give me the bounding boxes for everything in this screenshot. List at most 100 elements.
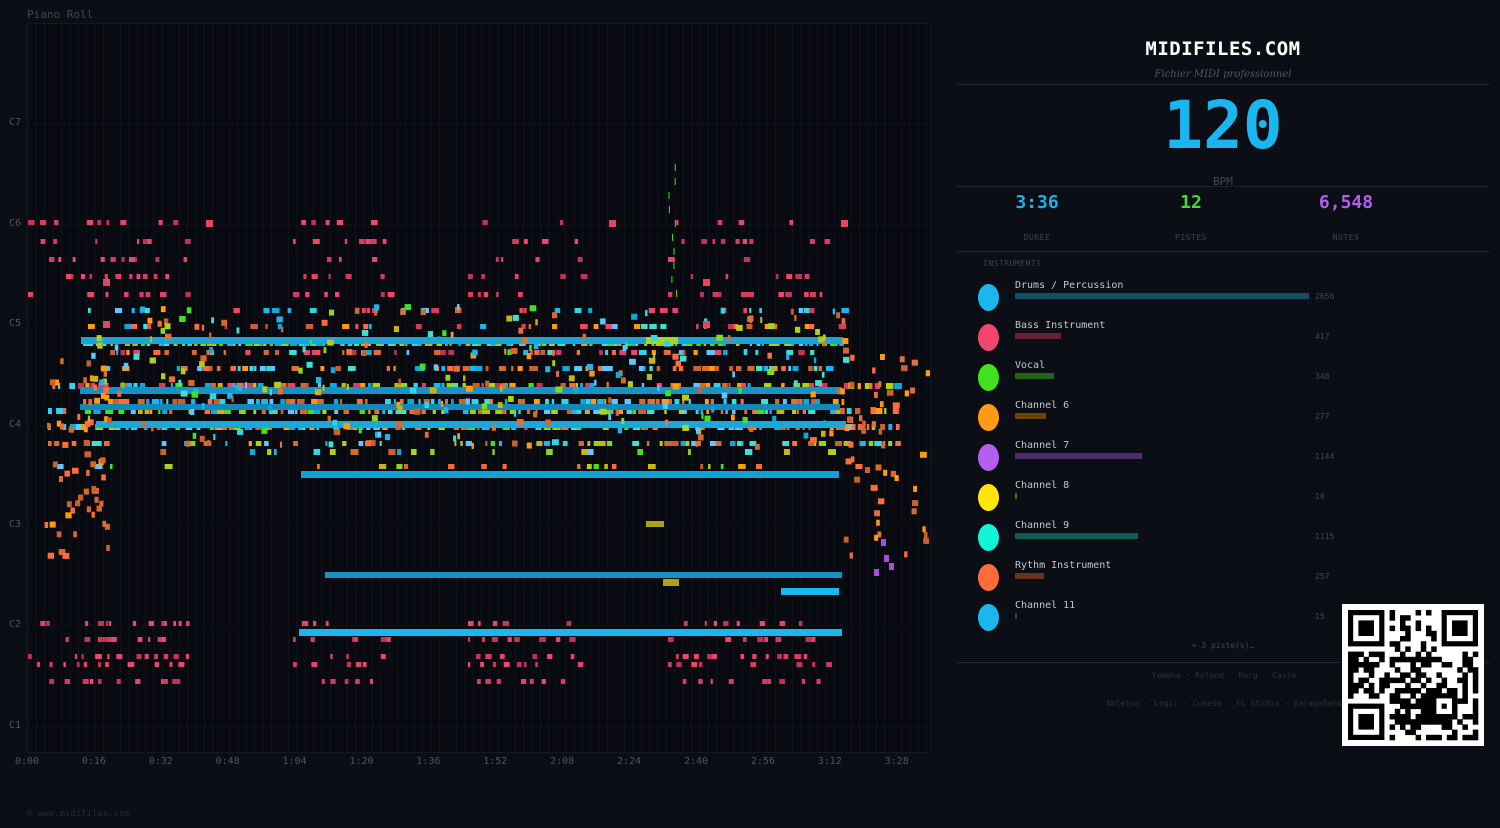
qr-code[interactable] [1342,604,1484,746]
note [600,318,606,325]
note [446,383,455,389]
note [454,441,457,446]
note [299,408,308,414]
instrument-row[interactable]: Channel 9 1115 [978,520,1338,560]
note [103,441,110,446]
note [153,274,157,279]
note [665,390,671,397]
note [376,431,382,438]
note [674,164,676,171]
note [481,403,488,410]
note [85,383,90,389]
note [647,464,656,469]
note [528,383,534,389]
note [701,239,708,244]
instrument-note-bar [1015,373,1054,379]
note [676,290,678,297]
note [731,399,737,405]
note [533,343,539,350]
note [861,427,867,434]
note [96,335,102,342]
note [353,383,361,389]
note [720,239,726,244]
note [103,279,110,286]
instrument-row[interactable]: Channel 6 277 [978,400,1338,440]
note [674,178,676,185]
note [847,416,853,423]
note [535,319,538,326]
note [843,383,851,389]
note [874,383,880,389]
note [575,383,579,389]
note [346,383,349,390]
note [368,408,371,414]
site-title: MIDIFILES.COM [1145,38,1301,60]
note [225,441,228,446]
note [691,441,697,446]
note [153,350,161,355]
note [330,367,336,374]
note [103,370,108,377]
note [347,366,356,371]
instrument-row[interactable]: Bass Instrument 417 [978,320,1338,360]
instrument-row[interactable]: Channel 11 15 [978,600,1338,640]
time-label: 2:40 [683,756,709,767]
note [727,324,736,329]
note [49,679,55,684]
note [332,419,338,426]
note [477,621,481,626]
note [841,399,845,405]
note [77,383,85,389]
note [197,366,203,371]
note [261,399,268,405]
note [77,494,84,501]
note [104,416,109,423]
piano-roll-canvas[interactable] [27,23,931,753]
note [108,399,114,405]
note [529,679,534,684]
note [792,366,799,371]
note [843,356,850,363]
note [393,366,396,371]
instrument-note-bar [1015,493,1018,499]
note [207,399,213,405]
sustained-note [781,588,839,595]
note [162,408,168,414]
note [71,441,77,446]
note [712,239,716,244]
note [668,257,675,262]
note [361,329,369,336]
note [668,192,670,199]
note [179,316,186,323]
instrument-row[interactable]: Rythm Instrument 257 [978,560,1338,600]
instrument-row[interactable]: Vocal 348 [978,360,1338,400]
note [277,388,284,395]
note [256,399,260,405]
note [161,679,168,684]
note [682,679,687,684]
note [803,432,809,439]
note [523,239,528,244]
note [509,408,517,414]
instrument-row[interactable]: Channel 8 10 [978,480,1338,520]
note [710,399,715,405]
note [184,239,191,244]
note [736,621,740,626]
instrument-note-bar [1015,573,1044,579]
note [535,408,538,414]
note [269,399,274,405]
note [701,412,704,419]
pitch-label: C1 [9,720,22,731]
instrument-row[interactable]: Drums / Percussion 2656 [978,280,1338,320]
note [159,383,166,389]
note [120,220,126,225]
instrument-row[interactable]: Channel 7 1144 [978,440,1338,480]
note [872,367,876,374]
instrument-color-dot [978,444,999,471]
note [190,409,195,416]
note [104,394,110,401]
note [543,408,551,414]
note [28,220,35,225]
piano-roll-notes [28,24,930,752]
note [145,292,151,297]
